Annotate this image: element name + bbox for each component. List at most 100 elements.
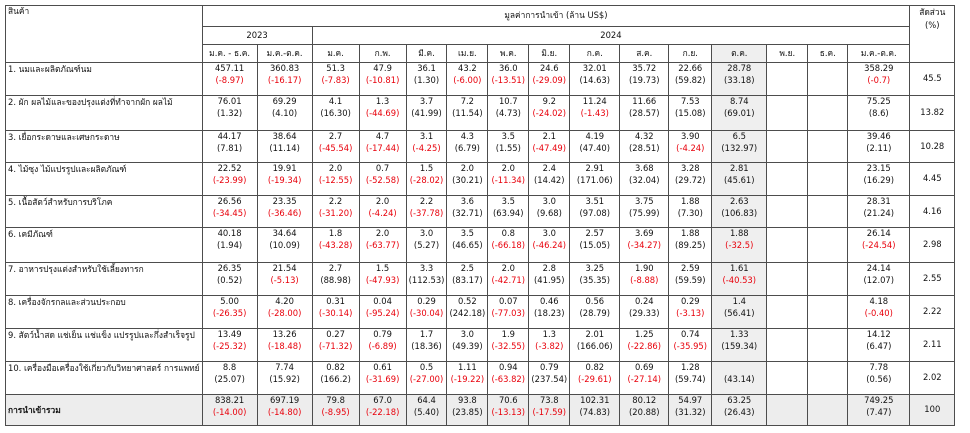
value-cell: 3.3 (112.53) <box>405 262 448 296</box>
import-value: 2.5 <box>460 263 475 274</box>
import-value <box>769 330 805 342</box>
import-value <box>810 264 845 276</box>
growth-rate: (-34.45) <box>212 208 247 218</box>
growth-rate: (-30.14) <box>318 308 353 318</box>
period-header: ต.ค. <box>711 44 768 63</box>
growth-rate: (41.95) <box>534 275 565 285</box>
import-value <box>769 164 805 176</box>
value-cell: 2.1 (-47.49) <box>528 130 571 163</box>
value-cell: 35.72 (19.73) <box>619 62 670 96</box>
value-cell: 3.7 (41.99) <box>405 95 448 131</box>
growth-rate: (14.42) <box>534 175 565 185</box>
product-name: 9. สัตว์น้ำสด แช่เย็น แช่แข็ง แปรรูปและก… <box>5 328 203 362</box>
import-value: 21.54 <box>272 263 297 274</box>
growth-rate: (-26.35) <box>212 308 247 318</box>
year-2024-header: 2024 <box>311 26 911 45</box>
import-value: 32.01 <box>582 63 607 74</box>
product-name: 6. เคมีภัณฑ์ <box>5 227 203 263</box>
import-value: 51.3 <box>326 63 345 74</box>
import-value: 7.53 <box>680 96 700 107</box>
import-value: 67.0 <box>373 395 392 406</box>
period-header: ส.ค. <box>619 44 670 63</box>
growth-rate: (20.88) <box>629 407 660 417</box>
value-cell: 0.04 (-95.24) <box>358 295 407 329</box>
growth-rate: (59.74) <box>675 374 706 384</box>
import-value <box>810 97 845 109</box>
import-table: สินค้า มูลค่าการนำเข้า (ล้าน US$) สัดส่ว… <box>5 5 956 426</box>
value-cell: 3.0 (9.68) <box>528 195 571 228</box>
growth-rate: (23.85) <box>452 407 483 417</box>
import-value: 80.12 <box>632 395 657 406</box>
growth-rate: (41.99) <box>411 108 442 118</box>
share-value: 2.22 <box>909 295 956 329</box>
growth-rate: (-77.03) <box>491 308 526 318</box>
value-cell: 2.2 (-31.20) <box>311 195 360 228</box>
value-cell: 11.66 (28.57) <box>619 95 670 131</box>
value-cell <box>807 328 849 362</box>
import-value: 3.7 <box>419 96 434 107</box>
value-cell: 21.54 (-5.13) <box>256 262 313 296</box>
value-cell <box>807 95 849 131</box>
value-cell: 358.29 (-0.7) <box>847 62 911 96</box>
import-value: 0.7 <box>375 163 390 174</box>
import-value <box>810 164 845 176</box>
growth-rate: (0.56) <box>866 374 892 384</box>
product-name: การนำเข้ารวม <box>5 394 203 426</box>
growth-rate: (18.36) <box>411 341 442 351</box>
value-cell: 4.20 (-28.00) <box>256 295 313 329</box>
import-value: 4.19 <box>585 131 605 142</box>
growth-rate: (-19.22) <box>450 374 485 384</box>
value-cell: 697.19 (-14.80) <box>256 394 313 426</box>
import-value: 2.2 <box>419 196 434 207</box>
growth-rate: (1.55) <box>495 143 521 153</box>
share-value: 2.98 <box>909 227 956 263</box>
value-cell: 44.17 (7.81) <box>201 130 258 163</box>
share-value: 2.02 <box>909 361 956 395</box>
growth-rate: (-28.00) <box>267 308 302 318</box>
growth-rate <box>810 143 845 155</box>
value-cell: 7.2 (11.54) <box>446 95 489 131</box>
import-value: 5.00 <box>220 296 239 307</box>
import-value: 2.81 <box>729 163 749 174</box>
growth-rate: (-8.97) <box>215 75 244 85</box>
growth-rate: (49.39) <box>452 341 483 351</box>
growth-rate: (88.98) <box>320 275 351 285</box>
import-value: 23.15 <box>866 163 891 174</box>
growth-rate <box>810 175 845 187</box>
growth-rate: (-52.58) <box>365 175 400 185</box>
import-value: 3.25 <box>585 263 605 274</box>
import-value: 3.3 <box>419 263 434 274</box>
value-cell: 0.79 (-6.89) <box>358 328 407 362</box>
growth-rate: (-44.69) <box>365 108 400 118</box>
value-cell: 3.0 (-46.24) <box>528 227 571 263</box>
value-cell <box>766 162 809 196</box>
value-cell <box>766 195 809 228</box>
growth-rate: (29.33) <box>629 308 660 318</box>
import-value: 1.5 <box>375 263 390 274</box>
value-cell: 0.46 (18.23) <box>528 295 571 329</box>
value-cell: 3.75 (75.99) <box>619 195 670 228</box>
import-value: 0.82 <box>326 362 345 373</box>
growth-rate <box>810 275 845 287</box>
growth-rate: (-3.13) <box>676 308 705 318</box>
value-cell: 43.2 (-6.00) <box>446 62 489 96</box>
growth-rate: (15.05) <box>579 240 611 250</box>
value-cell: 28.78 (33.18) <box>711 62 768 96</box>
import-value: 3.5 <box>501 131 515 142</box>
import-value: 1.88 <box>680 228 700 239</box>
growth-rate <box>769 407 805 419</box>
value-cell: 0.29 (-3.13) <box>668 295 713 329</box>
growth-rate: (14.63) <box>579 75 611 85</box>
growth-rate: (31.32) <box>675 407 706 417</box>
growth-rate: (-45.54) <box>318 143 353 153</box>
value-cell: 19.91 (-19.34) <box>256 162 313 196</box>
value-cell: 0.8 (-66.18) <box>487 227 530 263</box>
growth-rate: (29.72) <box>675 175 706 185</box>
import-value: 93.8 <box>458 395 477 406</box>
value-cell: 3.5 (46.65) <box>446 227 489 263</box>
value-cell: 749.25 (7.47) <box>847 394 911 426</box>
value-cell: 24.14 (12.07) <box>847 262 911 296</box>
table-row: 9. สัตว์น้ำสด แช่เย็น แช่แข็ง แปรรูปและก… <box>5 328 956 362</box>
import-value: 4.18 <box>869 296 889 307</box>
import-value: 3.68 <box>634 163 654 174</box>
